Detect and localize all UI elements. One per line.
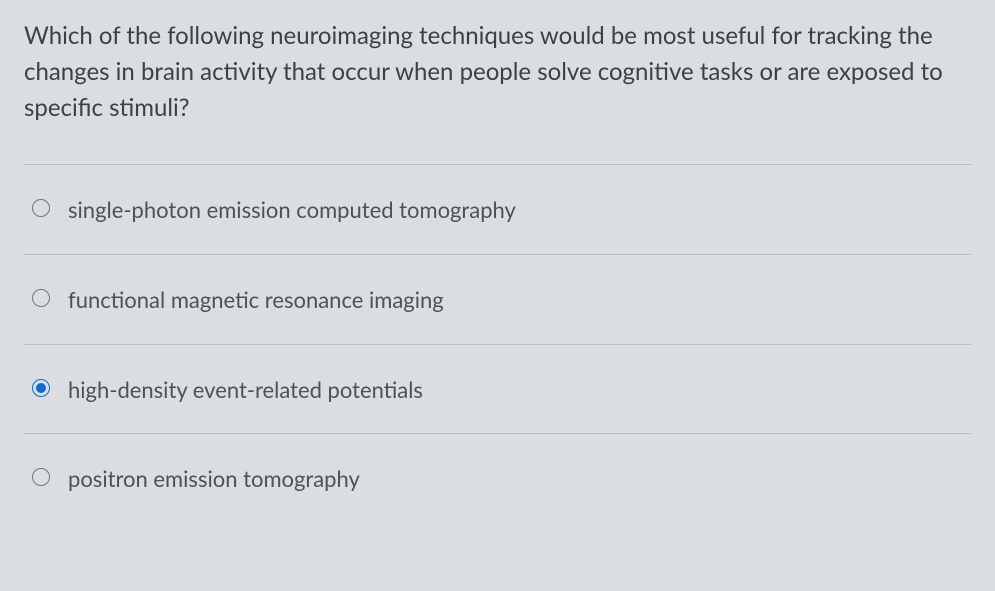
radio-button[interactable] xyxy=(32,289,50,307)
option-row[interactable]: positron emission tomography xyxy=(24,433,971,523)
radio-button[interactable] xyxy=(32,199,50,217)
question-text: Which of the following neuroimaging tech… xyxy=(24,18,971,126)
option-row[interactable]: single-photon emission computed tomograp… xyxy=(24,164,971,254)
option-label: single-photon emission computed tomograp… xyxy=(68,195,516,226)
option-label: high-density event-related potentials xyxy=(68,375,423,406)
options-list: single-photon emission computed tomograp… xyxy=(24,164,971,523)
option-label: functional magnetic resonance imaging xyxy=(68,285,444,316)
radio-button[interactable] xyxy=(32,468,50,486)
radio-button[interactable] xyxy=(32,379,50,397)
option-row[interactable]: functional magnetic resonance imaging xyxy=(24,254,971,344)
option-label: positron emission tomography xyxy=(68,464,360,495)
option-row[interactable]: high-density event-related potentials xyxy=(24,344,971,434)
